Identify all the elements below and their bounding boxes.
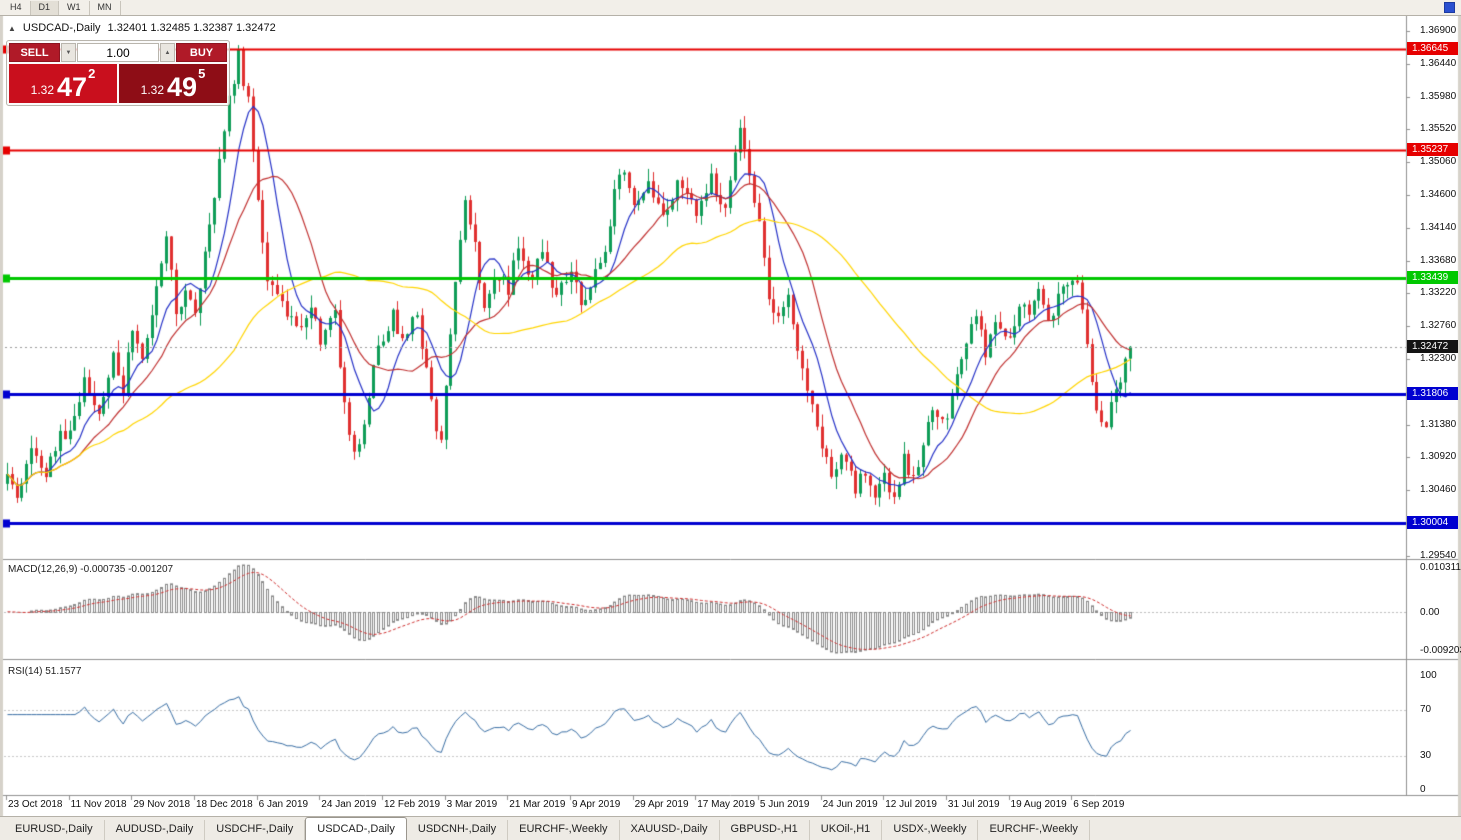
date-axis-label: 19 Aug 2019 xyxy=(1010,799,1067,810)
ask-price-prefix: 1.32 xyxy=(140,83,165,97)
date-axis-label: 18 Dec 2018 xyxy=(195,799,253,810)
date-axis-label: 5 Jun 2019 xyxy=(759,799,810,810)
timeframe-w1-button[interactable]: W1 xyxy=(59,0,90,15)
chart-tab-bar: EURUSD-,Daily AUDUSD-,Daily USDCHF-,Daily U… xyxy=(0,816,1461,840)
bid-price-pip-digit: 2 xyxy=(88,66,96,81)
chart-tab-3-usdcad-daily[interactable]: USDCAD-,Daily xyxy=(305,817,407,840)
window-icon xyxy=(1444,2,1455,13)
macd-indicator-label: MACD(12,26,9) -0.000735 -0.001207 xyxy=(8,564,174,575)
date-axis-label: 3 Mar 2019 xyxy=(446,799,498,810)
timeframe-toolbar: H4 D1 W1 MN xyxy=(0,0,1461,16)
chart-tab-10-eurchf-weekly[interactable]: EURCHF-,Weekly xyxy=(978,820,1090,840)
sell-button[interactable]: SELL xyxy=(9,43,60,62)
collapse-icon[interactable]: ▲ xyxy=(8,23,16,33)
volume-increase-button[interactable]: ▲ xyxy=(160,43,175,62)
ask-quote-box[interactable]: 1.32 49 5 xyxy=(119,64,227,103)
chart-ohlc-values: 1.32401 1.32485 1.32387 1.32472 xyxy=(107,22,276,34)
chart-tab-1-audusd-daily[interactable]: AUDUSD-,Daily xyxy=(105,820,206,840)
date-axis-label: 12 Feb 2019 xyxy=(383,799,441,810)
bid-price-big-digits: 47 xyxy=(57,72,88,102)
bid-quote-box[interactable]: 1.32 47 2 xyxy=(9,64,117,103)
volume-input[interactable] xyxy=(77,43,159,62)
date-axis-label: 24 Jan 2019 xyxy=(321,799,377,810)
date-axis-label: 9 Apr 2019 xyxy=(571,799,621,810)
timeframe-d1-button[interactable]: D1 xyxy=(30,0,60,15)
date-axis: 23 Oct 2018 11 Nov 2018 29 Nov 2018 18 Dec … xyxy=(0,798,1406,814)
date-axis-label: 17 May 2019 xyxy=(697,799,756,810)
chart-tab-2-usdchf-daily[interactable]: USDCHF-,Daily xyxy=(205,820,306,840)
date-axis-label: 11 Nov 2018 xyxy=(70,799,127,810)
date-axis-label: 24 Jun 2019 xyxy=(822,799,878,810)
rsi-indicator-label: RSI(14) 51.1577 xyxy=(8,666,82,677)
chart-title: ▲ USDCAD-,Daily 1.32401 1.32485 1.32387 … xyxy=(8,22,276,34)
chart-symbol-label: USDCAD-,Daily xyxy=(22,22,101,34)
one-click-trade-panel: SELL ▼ ▲ BUY 1.32 47 2 1.32 49 5 xyxy=(6,40,230,106)
date-axis-label: 6 Jan 2019 xyxy=(258,799,309,810)
chart-tab-4-usdcnh-daily[interactable]: USDCNH-,Daily xyxy=(407,820,509,840)
date-axis-label: 6 Sep 2019 xyxy=(1073,799,1125,810)
date-axis-label: 12 Jul 2019 xyxy=(885,799,937,810)
chevron-down-icon: ▼ xyxy=(65,49,72,56)
chart-tab-8-ukoil-h1[interactable]: UKOil-,H1 xyxy=(810,820,883,840)
buy-button[interactable]: BUY xyxy=(176,43,227,62)
chart-tab-9-usdx-weekly[interactable]: USDX-,Weekly xyxy=(882,820,979,840)
chart-tab-6-xauusd-daily[interactable]: XAUUSD-,Daily xyxy=(620,820,720,840)
chart-area: ▲ USDCAD-,Daily 1.32401 1.32485 1.32387 … xyxy=(0,16,1461,816)
chart-tab-7-gbpusd-h1[interactable]: GBPUSD-,H1 xyxy=(720,820,810,840)
date-axis-label: 31 Jul 2019 xyxy=(947,799,1000,810)
date-axis-label: 21 Mar 2019 xyxy=(509,799,566,810)
bid-price-prefix: 1.32 xyxy=(30,83,55,97)
ask-price-big-digits: 49 xyxy=(167,72,198,102)
chart-tab-5-eurchf-weekly[interactable]: EURCHF-,Weekly xyxy=(508,820,620,840)
date-axis-label: 23 Oct 2018 xyxy=(8,799,63,810)
timeframe-mn-button[interactable]: MN xyxy=(90,0,121,15)
volume-decrease-button[interactable]: ▼ xyxy=(61,43,76,62)
date-axis-label: 29 Nov 2018 xyxy=(133,799,191,810)
ask-price-pip-digit: 5 xyxy=(198,66,206,81)
chevron-up-icon: ▲ xyxy=(164,49,171,56)
price-chart-canvas[interactable] xyxy=(0,16,1461,816)
timeframe-h4-button[interactable]: H4 xyxy=(2,0,31,15)
chart-tab-0-eurusd-daily[interactable]: EURUSD-,Daily xyxy=(4,820,105,840)
date-axis-label: 29 Apr 2019 xyxy=(634,799,689,810)
